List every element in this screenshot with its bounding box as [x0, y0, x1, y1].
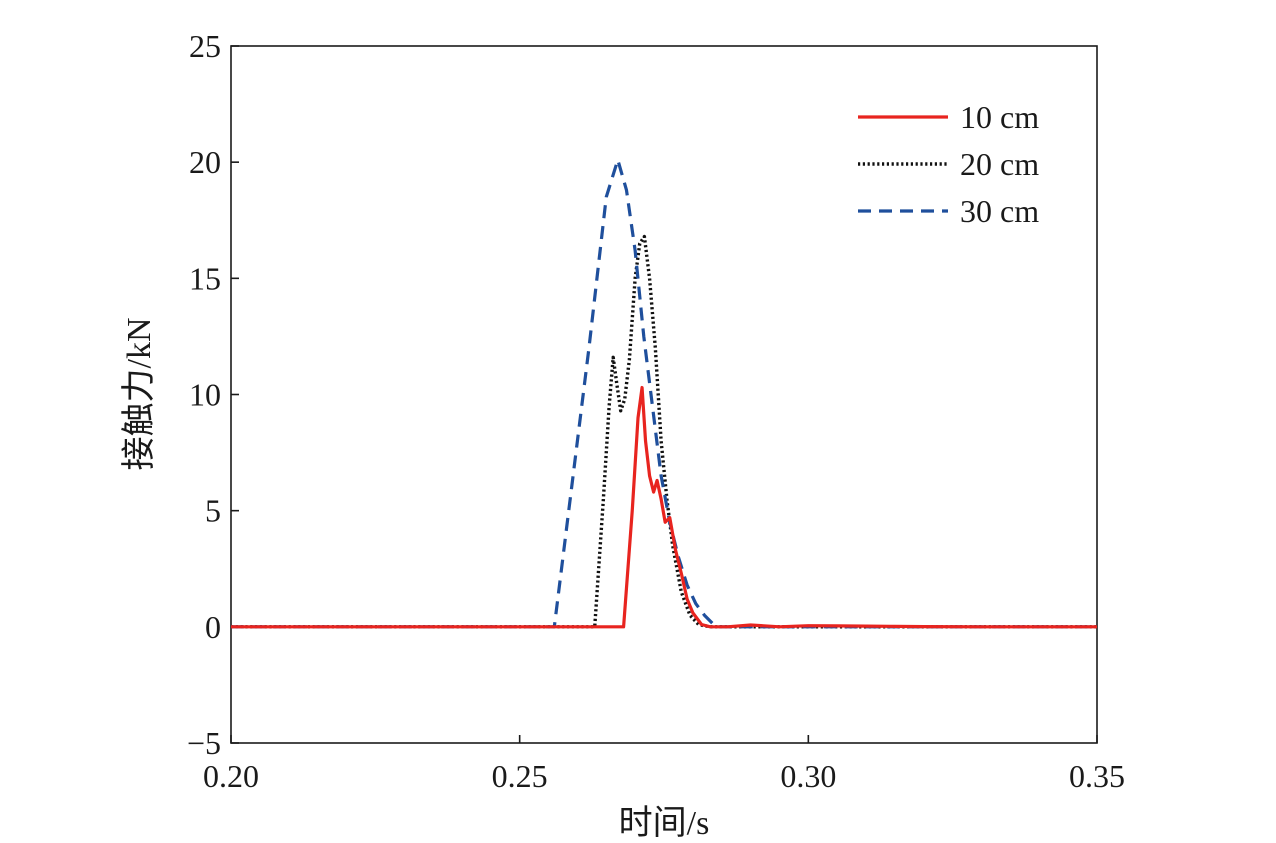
legend-label: 10 cm — [960, 99, 1039, 135]
series-line-3 — [231, 158, 1097, 629]
y-tick-label: 20 — [189, 144, 221, 180]
y-tick-label: 25 — [189, 28, 221, 64]
series-line-1 — [231, 385, 1097, 629]
y-axis-label: 接触力/kN — [120, 318, 158, 471]
legend: 10 cm 20 cm 30 cm — [858, 99, 1039, 229]
x-axis-label: 时间/s — [619, 805, 710, 842]
legend-label: 30 cm — [960, 193, 1039, 229]
y-tick-label: 0 — [205, 609, 221, 645]
y-tick-label: 15 — [189, 260, 221, 296]
x-tick-label: 0.25 — [492, 758, 548, 794]
x-tick-label: 0.20 — [203, 758, 259, 794]
y-tick-label: 10 — [189, 377, 221, 413]
series-line-2 — [231, 234, 1097, 629]
x-tick-label: 0.30 — [780, 758, 836, 794]
axes: 0.20 0.25 0.30 0.35 −5 0 5 10 15 20 25 — [187, 28, 1125, 794]
plot-area — [231, 158, 1097, 629]
y-tick-label: 5 — [205, 493, 221, 529]
y-tick-label: −5 — [187, 725, 221, 761]
x-tick-label: 0.35 — [1069, 758, 1125, 794]
legend-label: 20 cm — [960, 146, 1039, 182]
